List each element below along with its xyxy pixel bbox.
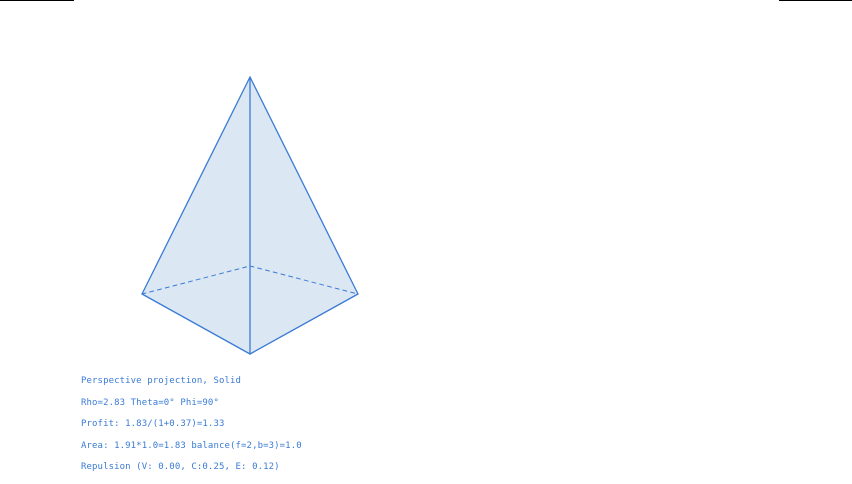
profit-readout: Profit: 1.83/(1+0.37)=1.33 [81, 419, 225, 429]
area-readout: Area: 1.91*1.0=1.83 balance(f=2,b=3)=1.0 [81, 440, 302, 451]
edge-apex-left [141, 76, 251, 295]
top-right-rule [779, 0, 852, 1]
camera-params: Rho=2.83 Theta=0° Phi=90° [81, 397, 219, 408]
info-panel: Perspective projection, Solid Rho=2.83 T… [81, 376, 581, 484]
face-left [142, 77, 250, 354]
hidden-edges [141, 265, 359, 295]
pyramid-faces [142, 77, 358, 354]
visible-edges [141, 76, 359, 355]
top-left-rule [0, 0, 74, 1]
repulsion-readout: Repulsion (V: 0.00, C:0.25, E: 0.12) [81, 462, 280, 472]
edge-base-left [141, 293, 251, 355]
edge-base-right [249, 293, 359, 355]
projection-label: Perspective projection, Solid [81, 376, 242, 386]
hidden-edge-back-left [141, 265, 251, 295]
hidden-edge-back-right [249, 265, 359, 295]
face-right [250, 77, 358, 354]
edge-apex-right [249, 76, 359, 295]
